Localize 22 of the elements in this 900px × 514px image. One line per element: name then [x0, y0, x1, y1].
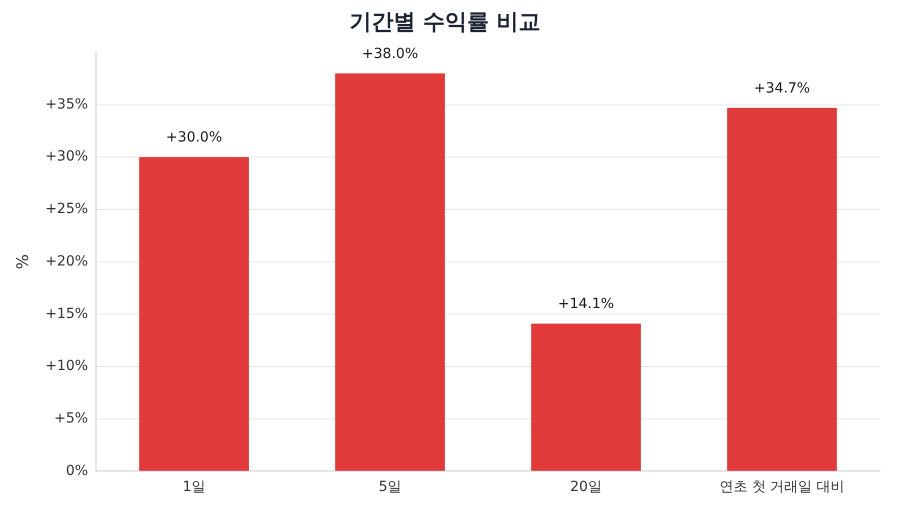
y-axis-title: % — [12, 254, 32, 270]
x-tick-label: 5일 — [378, 479, 402, 496]
data-label: +34.7% — [754, 80, 810, 97]
data-label: +14.1% — [558, 296, 614, 312]
x-tick-label: 1일 — [182, 479, 206, 496]
y-tick-label: +25% — [45, 201, 88, 218]
y-tick-label: +5% — [54, 410, 88, 426]
bar — [139, 157, 249, 471]
data-label: +30.0% — [166, 130, 222, 146]
bar — [531, 324, 641, 471]
y-tick-label: +30% — [45, 148, 88, 165]
y-tick-label: +20% — [45, 253, 88, 270]
bar — [335, 73, 445, 471]
y-tick-label: 0% — [66, 462, 88, 479]
chart-title: 기간별 수익률 비교 — [349, 10, 541, 35]
data-label: +38.0% — [362, 46, 418, 62]
y-tick-label: +35% — [45, 96, 88, 112]
x-tick-label: 20일 — [570, 479, 602, 496]
y-tick-label: +15% — [45, 306, 88, 322]
y-tick-label: +10% — [45, 358, 88, 374]
x-tick-label: 연초 첫 거래일 대비 — [719, 479, 845, 496]
bar — [727, 108, 837, 471]
